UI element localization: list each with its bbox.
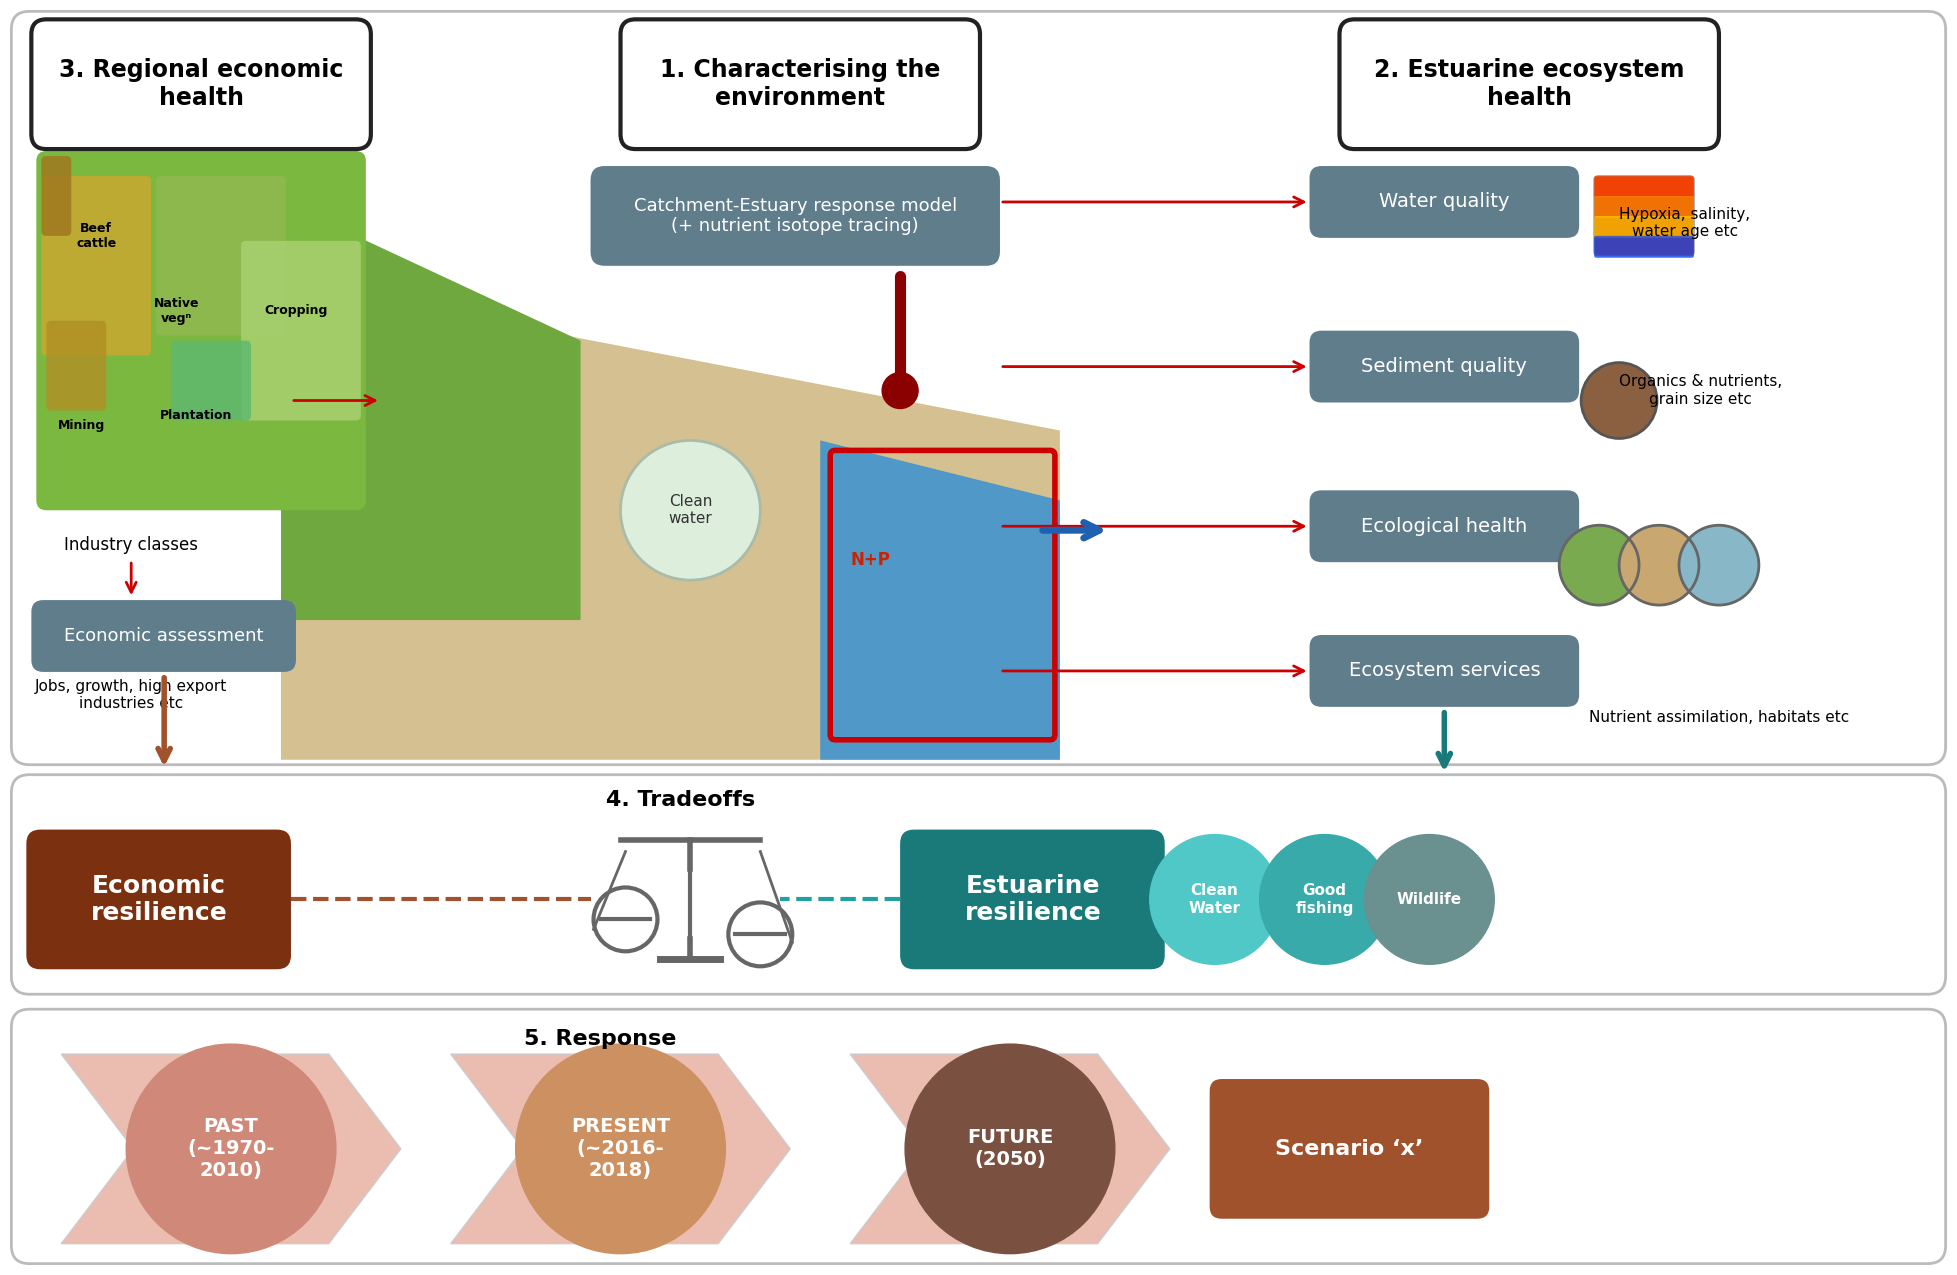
FancyBboxPatch shape <box>1595 215 1695 238</box>
FancyBboxPatch shape <box>170 340 250 421</box>
Text: Cropping: Cropping <box>264 305 327 317</box>
Text: Organics & nutrients,
grain size etc: Organics & nutrients, grain size etc <box>1618 375 1783 407</box>
Text: PRESENT
(~2016-
2018): PRESENT (~2016- 2018) <box>571 1117 669 1181</box>
Text: Catchment-Estuary response model
(+ nutrient isotope tracing): Catchment-Estuary response model (+ nutr… <box>634 196 957 236</box>
FancyBboxPatch shape <box>157 176 286 335</box>
Circle shape <box>1151 835 1280 964</box>
Text: N+P: N+P <box>849 551 890 569</box>
FancyBboxPatch shape <box>1339 19 1718 149</box>
FancyBboxPatch shape <box>31 19 372 149</box>
Text: Economic assessment: Economic assessment <box>65 627 264 645</box>
Polygon shape <box>849 1054 1170 1243</box>
Text: Estuarine
resilience: Estuarine resilience <box>965 873 1102 926</box>
Text: Clean
water: Clean water <box>669 495 712 527</box>
Circle shape <box>125 1044 337 1253</box>
Text: Wildlife: Wildlife <box>1397 892 1462 907</box>
Text: Industry classes: Industry classes <box>65 537 198 555</box>
Text: PAST
(~1970-
2010): PAST (~1970- 2010) <box>188 1117 274 1181</box>
Text: 2. Estuarine ecosystem
health: 2. Estuarine ecosystem health <box>1374 59 1685 110</box>
Circle shape <box>1679 525 1759 606</box>
FancyBboxPatch shape <box>620 19 980 149</box>
Text: Clean
Water: Clean Water <box>1188 884 1241 915</box>
Text: Mining: Mining <box>57 419 106 432</box>
Circle shape <box>620 440 761 580</box>
Text: Plantation: Plantation <box>160 409 233 422</box>
Text: 4. Tradeoffs: 4. Tradeoffs <box>607 789 755 810</box>
Circle shape <box>1581 362 1658 439</box>
Text: Beef
cattle: Beef cattle <box>76 222 115 250</box>
FancyBboxPatch shape <box>1309 635 1579 706</box>
Text: FUTURE
(2050): FUTURE (2050) <box>967 1128 1053 1169</box>
FancyBboxPatch shape <box>47 321 106 411</box>
Circle shape <box>904 1044 1115 1253</box>
FancyBboxPatch shape <box>41 176 151 356</box>
Text: Native
vegⁿ: Native vegⁿ <box>153 297 200 325</box>
Circle shape <box>1618 525 1699 606</box>
FancyBboxPatch shape <box>41 156 70 236</box>
Text: Hypoxia, salinity,
water age etc: Hypoxia, salinity, water age etc <box>1618 207 1750 240</box>
Text: Nutrient assimilation, habitats etc: Nutrient assimilation, habitats etc <box>1589 710 1849 725</box>
Circle shape <box>883 372 918 408</box>
Polygon shape <box>820 440 1061 760</box>
Text: Good
fishing: Good fishing <box>1296 884 1354 915</box>
Text: 1. Characterising the
environment: 1. Characterising the environment <box>660 59 941 110</box>
FancyBboxPatch shape <box>31 601 296 672</box>
Text: 5. Response: 5. Response <box>524 1029 677 1049</box>
Polygon shape <box>61 1054 401 1243</box>
Circle shape <box>1260 835 1389 964</box>
Text: Economic
resilience: Economic resilience <box>90 873 227 926</box>
Text: Ecosystem services: Ecosystem services <box>1348 662 1540 681</box>
FancyBboxPatch shape <box>1595 176 1695 198</box>
FancyBboxPatch shape <box>1209 1079 1489 1219</box>
FancyBboxPatch shape <box>1595 196 1695 218</box>
Text: Ecological health: Ecological health <box>1362 516 1528 536</box>
FancyBboxPatch shape <box>1595 236 1695 258</box>
Text: Scenario ‘x’: Scenario ‘x’ <box>1276 1139 1423 1159</box>
FancyBboxPatch shape <box>241 241 360 421</box>
Text: Sediment quality: Sediment quality <box>1362 357 1526 376</box>
Text: Water quality: Water quality <box>1380 193 1509 212</box>
FancyBboxPatch shape <box>900 830 1164 969</box>
Text: 3. Regional economic
health: 3. Regional economic health <box>59 59 342 110</box>
FancyBboxPatch shape <box>591 166 1000 265</box>
FancyBboxPatch shape <box>1309 491 1579 562</box>
FancyBboxPatch shape <box>1309 166 1579 238</box>
FancyBboxPatch shape <box>1595 176 1695 256</box>
FancyBboxPatch shape <box>25 830 292 969</box>
Polygon shape <box>282 201 581 620</box>
FancyBboxPatch shape <box>37 150 366 510</box>
Circle shape <box>1364 835 1495 964</box>
Circle shape <box>1560 525 1640 606</box>
FancyBboxPatch shape <box>12 11 1945 765</box>
FancyBboxPatch shape <box>1309 330 1579 403</box>
Text: Jobs, growth, high export
industries etc: Jobs, growth, high export industries etc <box>35 678 227 711</box>
Polygon shape <box>450 1054 791 1243</box>
Circle shape <box>515 1044 726 1253</box>
FancyBboxPatch shape <box>12 775 1945 994</box>
FancyBboxPatch shape <box>12 1010 1945 1264</box>
Polygon shape <box>282 280 1061 760</box>
